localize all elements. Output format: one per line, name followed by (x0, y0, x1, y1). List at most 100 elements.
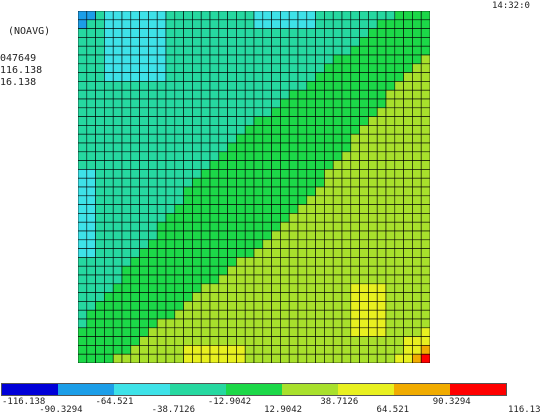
mesh-element (227, 230, 237, 241)
mesh-element (376, 81, 387, 91)
mesh-element (350, 195, 360, 205)
mesh-element (262, 98, 272, 109)
mesh-element (420, 116, 430, 126)
mesh-element (376, 28, 387, 38)
mesh-element (385, 72, 396, 82)
mesh-element (412, 116, 422, 126)
mesh-element (420, 19, 430, 29)
mesh-element (209, 45, 220, 56)
mesh-element (104, 160, 114, 170)
mesh-element (376, 239, 387, 249)
mesh-element (112, 265, 123, 276)
mesh-element (227, 257, 237, 267)
mesh-element (165, 318, 176, 329)
mesh-element (359, 19, 369, 29)
mesh-element (86, 336, 96, 346)
mesh-element (174, 89, 184, 100)
mesh-element (86, 204, 96, 214)
smx-value: 116.138 (0, 65, 43, 76)
mesh-element (227, 11, 237, 21)
mesh-element (288, 54, 299, 65)
mesh-element (280, 186, 290, 197)
mesh-element (403, 45, 413, 56)
mesh-element (394, 345, 404, 355)
mesh-element (253, 265, 264, 276)
mesh-element (306, 98, 316, 109)
mesh-element (192, 292, 202, 302)
mesh-element (271, 327, 281, 337)
mesh-element (341, 45, 352, 56)
mesh-element (359, 107, 369, 117)
mesh-element (350, 309, 360, 320)
mesh-element (412, 89, 422, 100)
mesh-element (130, 318, 140, 329)
mesh-element (271, 45, 281, 56)
mesh-element (192, 151, 202, 161)
mesh-element (350, 54, 360, 65)
mesh-element (403, 221, 413, 232)
mesh-element (218, 257, 228, 267)
mesh-element (78, 89, 88, 100)
mesh-element (368, 186, 378, 197)
mesh-element (218, 63, 228, 73)
mesh-element (130, 133, 140, 144)
mesh-element (200, 177, 211, 188)
mesh-element (271, 169, 281, 179)
mesh-element (403, 72, 413, 82)
mesh-element (368, 301, 378, 311)
mesh-element (385, 186, 396, 197)
mesh-element (420, 204, 430, 214)
mesh-element (78, 116, 88, 126)
mesh-element (183, 151, 193, 161)
mesh-element (306, 336, 316, 346)
mesh-element (315, 221, 325, 232)
mesh-element (253, 248, 264, 258)
mesh-element (244, 98, 255, 109)
mesh-element (183, 186, 193, 197)
mesh-element (306, 309, 316, 320)
mesh-element (156, 81, 167, 91)
mesh-element (332, 116, 343, 126)
mesh-element (121, 195, 132, 205)
mesh-element (165, 195, 176, 205)
mesh-element (227, 239, 237, 249)
mesh-element (394, 186, 404, 197)
mesh-element (156, 283, 167, 293)
mesh-element (253, 11, 264, 21)
mesh-element (121, 274, 132, 285)
mesh-element (209, 133, 220, 144)
mesh-element (174, 318, 184, 329)
mesh-element (350, 204, 360, 214)
mesh-element (324, 283, 334, 293)
mesh-element (174, 257, 184, 267)
mesh-element (332, 204, 343, 214)
mesh-element (262, 353, 272, 363)
mesh-element (403, 309, 413, 320)
mesh-element (244, 72, 255, 82)
mesh-element (95, 336, 105, 346)
mesh-element (324, 345, 334, 355)
mesh-element (236, 195, 246, 205)
mesh-element (385, 248, 396, 258)
mesh-element (420, 11, 430, 21)
mesh-element (104, 230, 114, 241)
mesh-element (209, 160, 220, 170)
mesh-element (341, 195, 352, 205)
mesh-element (130, 11, 140, 21)
mesh-element (183, 353, 193, 363)
mesh-element (139, 265, 149, 276)
mesh-element (130, 63, 140, 73)
mesh-element (130, 151, 140, 161)
mesh-element (209, 301, 220, 311)
mesh-element (165, 11, 176, 21)
mesh-element (385, 177, 396, 188)
mesh-element (315, 89, 325, 100)
mesh-element (174, 63, 184, 73)
mesh-element (183, 221, 193, 232)
mesh-element (332, 177, 343, 188)
mesh-element (324, 28, 334, 38)
mesh-element (244, 274, 255, 285)
mesh-element (104, 327, 114, 337)
mesh-element (315, 213, 325, 223)
mesh-element (200, 160, 211, 170)
